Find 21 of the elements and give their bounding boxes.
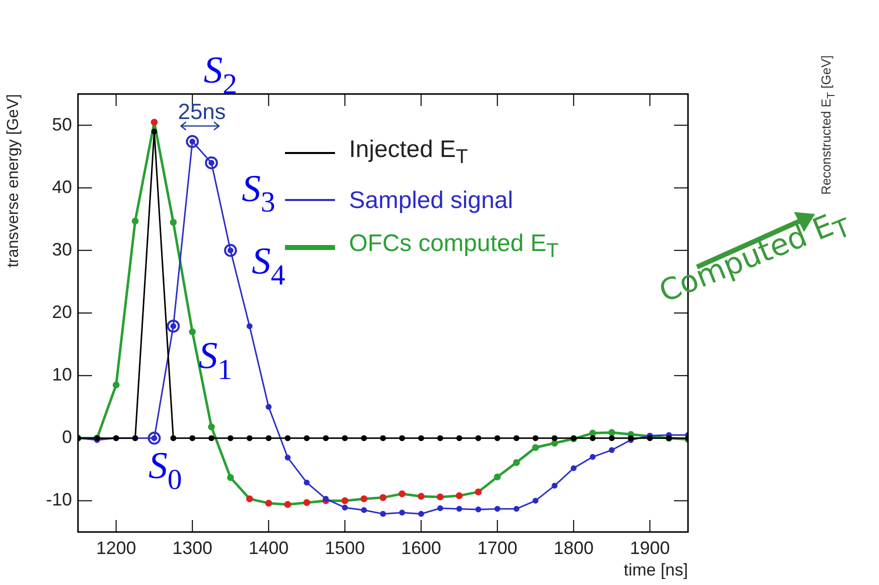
x-tick-label: 1800 xyxy=(554,538,594,558)
y-tick-label: 20 xyxy=(52,302,72,322)
y-tick-label: 50 xyxy=(52,114,72,134)
x-tick-label: 1200 xyxy=(96,538,136,558)
legend-label: Injected E$_{T}$ xyxy=(349,135,468,170)
y-tick-label: 10 xyxy=(52,364,72,385)
legend-label: OFCs computed E$_{T}$ xyxy=(349,228,559,264)
x-tick-label: 1400 xyxy=(248,538,289,558)
x-tick-label: 1900 xyxy=(630,538,670,558)
x-tick-label: 1300 xyxy=(172,538,212,558)
y-tick-label: 40 xyxy=(52,176,72,197)
x-tick-label: 1500 xyxy=(324,538,365,558)
y-axis-title: transverse energy [GeV] xyxy=(5,94,22,268)
annotation: 25ns xyxy=(178,99,226,125)
legend-label: Sampled signal xyxy=(349,186,514,216)
x-tick-label: 1600 xyxy=(401,538,442,558)
y-tick-label: -10 xyxy=(46,490,72,510)
y-tick-label: 30 xyxy=(52,239,72,260)
y-tick-label: 0 xyxy=(62,427,72,448)
x-axis-title: time [ns] xyxy=(624,560,688,580)
x-tick-label: 1700 xyxy=(477,538,518,558)
